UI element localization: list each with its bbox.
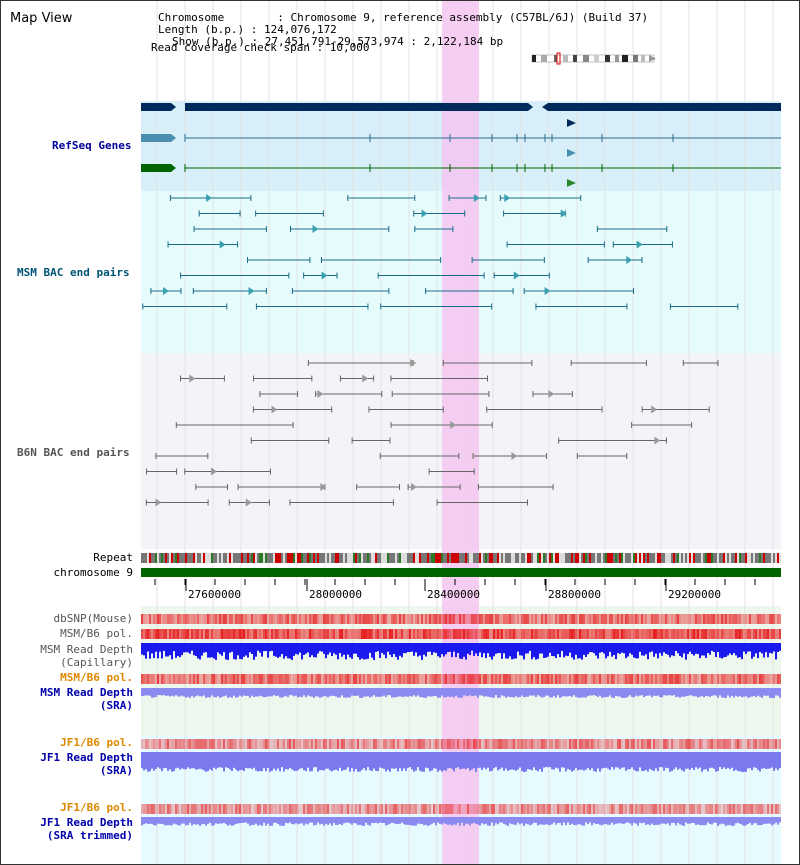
repeat-label: Repeat bbox=[93, 551, 133, 564]
jf1-depth-sra-label-2: (SRA) bbox=[99, 764, 133, 777]
axis-tick-label: 27600000 bbox=[188, 588, 241, 601]
axis-tick-label: 29200000 bbox=[668, 588, 721, 601]
msm-bac-end-pairs-track[interactable] bbox=[142, 194, 739, 310]
jf1-depth-trim-label-1: JF1 Read Depth bbox=[40, 816, 133, 829]
msm-b6-pol-label-1: MSM/B6 pol. bbox=[60, 627, 133, 640]
refseq-genes-track[interactable] bbox=[141, 103, 781, 187]
chromosome-label: chromosome 9 bbox=[53, 566, 133, 579]
chromosome-ideogram[interactable] bbox=[531, 52, 656, 65]
heatmap-tracks[interactable] bbox=[141, 614, 781, 814]
read-depth-tracks[interactable] bbox=[141, 643, 781, 826]
dbsnp-label: dbSNP(Mouse) bbox=[53, 612, 133, 625]
b6n-bac-label[interactable]: B6N BAC end pairs bbox=[17, 446, 130, 459]
info-length: Length (b.p.) : 124,076,172 bbox=[158, 23, 337, 36]
info-span: Read coverage check span : 10,000 bbox=[151, 41, 370, 54]
msm-bac-label[interactable]: MSM BAC end pairs bbox=[17, 266, 130, 279]
axis-tick-label: 28400000 bbox=[427, 588, 480, 601]
axis-tick-label: 28800000 bbox=[548, 588, 601, 601]
info-chromosome: Chromosome : Chromosome 9, reference ass… bbox=[158, 11, 649, 24]
position-axis bbox=[154, 579, 756, 591]
chromosome-bar bbox=[141, 568, 781, 577]
msm-depth-capillary-label-1: MSM Read Depth bbox=[40, 643, 133, 656]
jf1-depth-trim-label-2: (SRA trimmed) bbox=[46, 829, 133, 842]
b6n-bac-end-pairs-track[interactable] bbox=[145, 359, 719, 507]
axis-tick-label: 28000000 bbox=[309, 588, 362, 601]
view-title: Map View bbox=[10, 11, 73, 26]
msm-depth-sra-label-1: MSM Read Depth bbox=[40, 686, 133, 699]
refseq-genes-label[interactable]: RefSeq Genes bbox=[52, 139, 132, 152]
msm-b6-pol-label-2: MSM/B6 pol. bbox=[60, 671, 133, 684]
repeat-track[interactable] bbox=[141, 553, 781, 563]
msm-depth-capillary-label-2: (Capillary) bbox=[60, 656, 133, 669]
jf1-depth-sra-label-1: JF1 Read Depth bbox=[40, 751, 133, 764]
info-show: Show (b.p.) : 27,451,791-29,573,974 : 2,… bbox=[172, 35, 504, 48]
highlight-band[interactable] bbox=[442, 1, 479, 865]
jf1-b6-pol-label-1: JF1/B6 pol. bbox=[60, 736, 133, 749]
jf1-b6-pol-label-2: JF1/B6 pol. bbox=[60, 801, 133, 814]
msm-depth-sra-label-2: (SRA) bbox=[99, 699, 133, 712]
